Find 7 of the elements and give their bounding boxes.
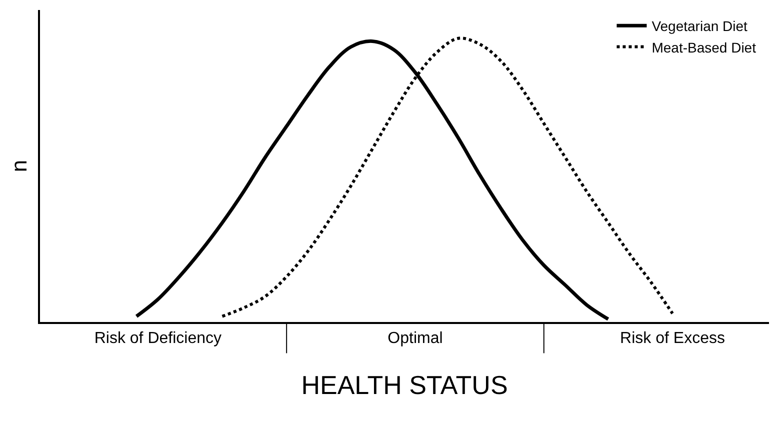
y-axis-title: n	[6, 160, 32, 172]
x-tick-label: Risk of Deficiency	[94, 330, 222, 347]
legend-label: Meat-Based Diet	[652, 39, 756, 56]
x-tick-label: Risk of Excess	[620, 330, 725, 347]
x-tick-label: Optimal	[388, 330, 443, 347]
x-axis-title: HEALTH STATUS	[301, 370, 508, 400]
legend-label: Vegetarian Diet	[652, 18, 748, 34]
